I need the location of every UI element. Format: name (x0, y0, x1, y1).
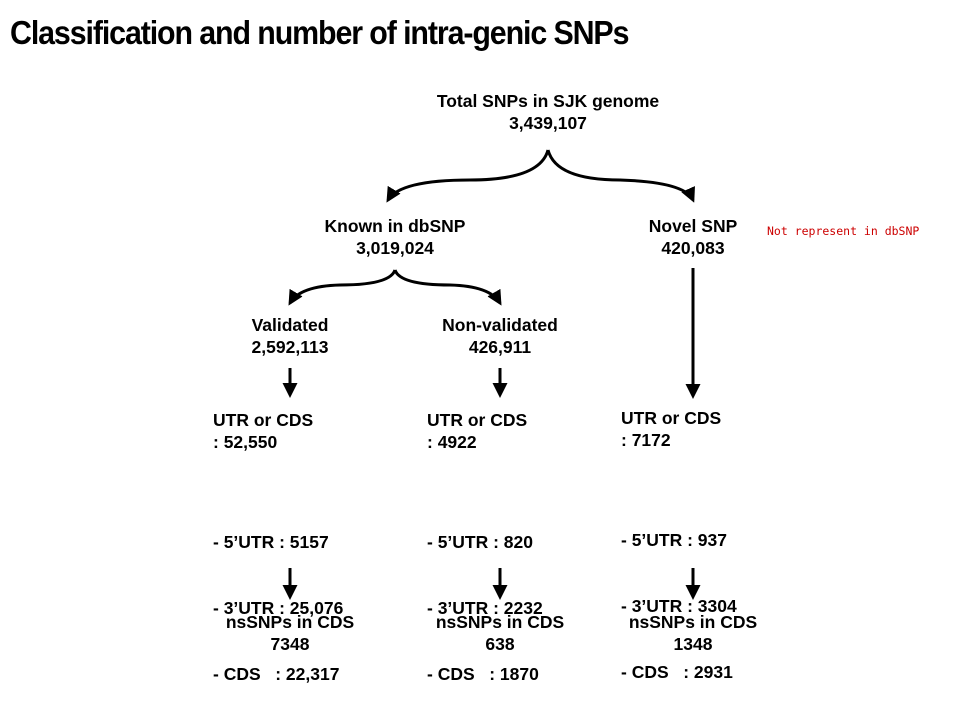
root-count: 3,439,107 (509, 113, 587, 133)
utr-cds-count: : 52,550 (213, 432, 278, 452)
novel-ns: nsSNPs in CDS 1348 (603, 611, 783, 655)
validated-breakdown: - 5’UTR : 5157 - 3’UTR : 25,076 - CDS : … (213, 487, 343, 707)
arrow-root-to-known (386, 149, 550, 203)
novel-label: Novel SNP (648, 216, 738, 236)
validated-utr-cds: UTR or CDS : 52,550 (213, 409, 313, 453)
novel-breakdown: - 5’UTR : 937 - 3’UTR : 3304 - CDS : 293… (621, 485, 737, 705)
breakdown-3utr: - 3’UTR : 25,076 (213, 598, 344, 618)
validated-count: 2,592,113 (251, 337, 329, 357)
utr-cds-label: UTR or CDS (427, 410, 528, 430)
ns-count: 7348 (270, 634, 310, 654)
ns-label: nsSNPs in CDS (225, 612, 355, 632)
breakdown-3utr: - 3’UTR : 3304 (621, 596, 737, 616)
breakdown-5utr: - 5’UTR : 937 (621, 530, 727, 550)
ns-count: 638 (485, 634, 515, 654)
nonvalidated-count: 426,911 (468, 337, 532, 357)
root-node: Total SNPs in SJK genome 3,439,107 (408, 90, 688, 134)
nonvalidated-node: Non-validated 426,911 (420, 314, 580, 358)
utr-cds-label: UTR or CDS (213, 410, 314, 430)
validated-node: Validated 2,592,113 (215, 314, 365, 358)
novel-count: 420,083 (661, 238, 725, 258)
arrow-known-to-validated (288, 269, 397, 306)
arrow-known-to-nonvalidated (393, 269, 502, 306)
known-label: Known in dbSNP (324, 216, 466, 236)
novel-note: Not represent in dbSNP (767, 224, 920, 238)
novel-utr-cds: UTR or CDS : 7172 (621, 407, 721, 451)
nonvalidated-breakdown: - 5’UTR : 820 - 3’UTR : 2232 - CDS : 187… (427, 487, 543, 707)
known-node: Known in dbSNP 3,019,024 (290, 215, 500, 259)
utr-cds-label: UTR or CDS (621, 408, 722, 428)
breakdown-5utr: - 5’UTR : 5157 (213, 532, 329, 552)
breakdown-cds: - CDS : 1870 (427, 664, 539, 684)
page-title: Classification and number of intra-genic… (10, 14, 629, 51)
breakdown-5utr: - 5’UTR : 820 (427, 532, 533, 552)
nonvalidated-label: Non-validated (442, 315, 558, 335)
breakdown-3utr: - 3’UTR : 2232 (427, 598, 543, 618)
validated-label: Validated (251, 315, 329, 335)
breakdown-cds: - CDS : 22,317 (213, 664, 340, 684)
breakdown-cds: - CDS : 2931 (621, 662, 733, 682)
ns-label: nsSNPs in CDS (628, 612, 758, 632)
root-label: Total SNPs in SJK genome (436, 91, 660, 111)
utr-cds-count: : 7172 (621, 430, 671, 450)
utr-cds-count: : 4922 (427, 432, 477, 452)
nonvalidated-ns: nsSNPs in CDS 638 (410, 611, 590, 655)
ns-count: 1348 (673, 634, 713, 654)
novel-node: Novel SNP 420,083 (618, 215, 768, 259)
arrow-root-to-novel (546, 149, 695, 203)
ns-label: nsSNPs in CDS (435, 612, 565, 632)
nonvalidated-utr-cds: UTR or CDS : 4922 (427, 409, 527, 453)
known-count: 3,019,024 (356, 238, 434, 258)
validated-ns: nsSNPs in CDS 7348 (200, 611, 380, 655)
